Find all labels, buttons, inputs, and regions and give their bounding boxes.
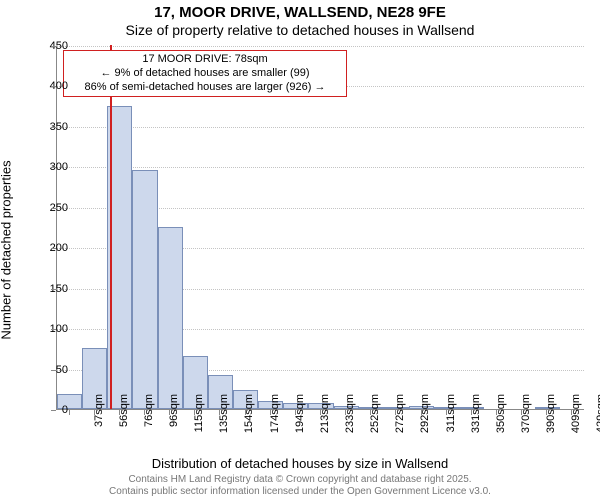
x-tick <box>571 410 572 415</box>
x-tick-label: 76sqm <box>143 394 155 454</box>
y-tick <box>51 208 56 209</box>
x-tick-label: 213sqm <box>319 394 331 454</box>
x-tick-label: 272sqm <box>394 394 406 454</box>
y-tick-label: 250 <box>28 202 68 214</box>
x-tick <box>144 410 145 415</box>
x-tick-label: 350sqm <box>495 394 507 454</box>
gridline <box>57 127 584 128</box>
x-tick <box>320 410 321 415</box>
x-tick <box>471 410 472 415</box>
y-tick <box>51 46 56 47</box>
annotation-line2: ← 9% of detached houses are smaller (99) <box>70 67 340 81</box>
page-title: 17, MOOR DRIVE, WALLSEND, NE28 9FE <box>0 4 600 21</box>
x-tick <box>94 410 95 415</box>
x-axis-label: Distribution of detached houses by size … <box>0 456 600 471</box>
y-tick-label: 50 <box>28 364 68 376</box>
x-tick <box>295 410 296 415</box>
plot-area: 17 MOOR DRIVE: 78sqm ← 9% of detached ho… <box>56 46 584 410</box>
x-tick <box>270 410 271 415</box>
x-tick <box>521 410 522 415</box>
x-tick-label: 37sqm <box>93 394 105 454</box>
gridline <box>57 167 584 168</box>
y-tick-label: 400 <box>28 80 68 92</box>
x-tick <box>69 410 70 415</box>
x-tick <box>219 410 220 415</box>
x-tick-label: 370sqm <box>520 394 532 454</box>
x-tick-label: 331sqm <box>470 394 482 454</box>
y-axis-label: Number of detached properties <box>0 160 14 339</box>
x-tick-label: 56sqm <box>118 394 130 454</box>
y-tick <box>51 410 56 411</box>
x-tick-label: 409sqm <box>570 394 582 454</box>
y-tick-label: 100 <box>28 323 68 335</box>
x-tick-label: 154sqm <box>243 394 255 454</box>
footer-attribution: Contains HM Land Registry data © Crown c… <box>0 474 600 497</box>
x-tick <box>446 410 447 415</box>
y-tick <box>51 167 56 168</box>
x-tick <box>169 410 170 415</box>
x-tick <box>421 410 422 415</box>
x-tick-label: 194sqm <box>294 394 306 454</box>
y-tick-label: 200 <box>28 242 68 254</box>
chart-container: 17, MOOR DRIVE, WALLSEND, NE28 9FE Size … <box>0 0 600 500</box>
y-tick-label: 350 <box>28 121 68 133</box>
y-tick <box>51 86 56 87</box>
x-tick-label: 96sqm <box>168 394 180 454</box>
y-tick <box>51 370 56 371</box>
x-tick <box>395 410 396 415</box>
x-tick <box>546 410 547 415</box>
annotation-line3: 86% of semi-detached houses are larger (… <box>70 81 340 95</box>
gridline <box>57 46 584 47</box>
y-tick-label: 150 <box>28 283 68 295</box>
y-tick <box>51 127 56 128</box>
x-tick-label: 429sqm <box>595 394 600 454</box>
x-tick <box>345 410 346 415</box>
x-tick <box>370 410 371 415</box>
page-subtitle: Size of property relative to detached ho… <box>0 22 600 38</box>
y-tick <box>51 329 56 330</box>
x-tick-label: 233sqm <box>344 394 356 454</box>
histogram-bar <box>158 227 183 409</box>
x-tick-label: 115sqm <box>193 394 205 454</box>
annotation-line1: 17 MOOR DRIVE: 78sqm <box>70 53 340 67</box>
y-tick <box>51 289 56 290</box>
x-tick <box>496 410 497 415</box>
x-tick-label: 174sqm <box>269 394 281 454</box>
x-tick-label: 292sqm <box>419 394 431 454</box>
y-tick <box>51 248 56 249</box>
x-tick <box>194 410 195 415</box>
footer-line2: Contains public sector information licen… <box>0 486 600 498</box>
y-tick-label: 300 <box>28 161 68 173</box>
x-tick-label: 252sqm <box>369 394 381 454</box>
histogram-bar <box>132 170 157 409</box>
x-tick-label: 311sqm <box>445 394 457 454</box>
x-tick <box>245 410 246 415</box>
y-tick-label: 450 <box>28 40 68 52</box>
footer-line1: Contains HM Land Registry data © Crown c… <box>0 474 600 486</box>
subject-marker-line <box>110 45 112 409</box>
x-tick-label: 390sqm <box>545 394 557 454</box>
x-tick <box>119 410 120 415</box>
x-tick-label: 135sqm <box>218 394 230 454</box>
y-tick-label: 0 <box>28 404 68 416</box>
annotation-box: 17 MOOR DRIVE: 78sqm ← 9% of detached ho… <box>63 50 347 97</box>
